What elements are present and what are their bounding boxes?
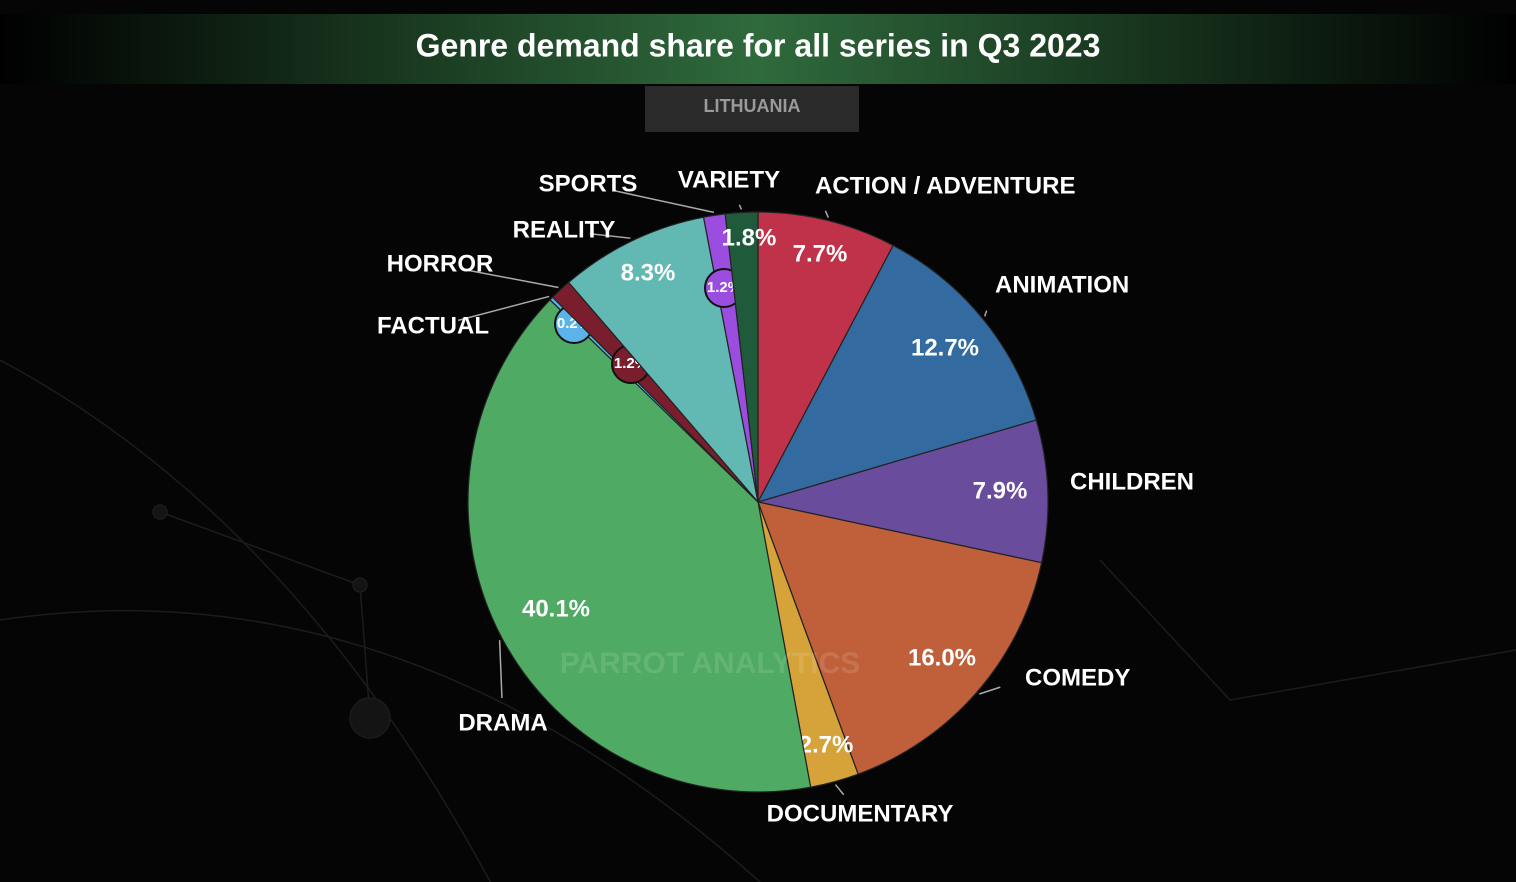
slice — [757, 501, 1043, 775]
category-label: DRAMA — [458, 709, 547, 736]
value-label: 7.9% — [973, 477, 1028, 504]
leader-line — [824, 210, 830, 218]
value-label: 12.7% — [911, 334, 979, 361]
leader-line — [983, 310, 988, 317]
value-label: 16.0% — [908, 644, 976, 671]
leader-line — [589, 233, 631, 239]
slice — [756, 244, 1037, 503]
leader-line — [613, 189, 715, 214]
leader-line — [457, 295, 550, 322]
slice — [757, 419, 1049, 564]
value-label: 40.1% — [522, 595, 590, 622]
category-label: ACTION / ADVENTURE — [815, 172, 1075, 199]
subtitle-box — [645, 86, 859, 132]
leader-line — [738, 204, 743, 210]
category-label: COMEDY — [1025, 664, 1130, 691]
category-label: REALITY — [513, 216, 616, 243]
category-label: HORROR — [387, 250, 494, 277]
category-label: FACTUAL — [377, 312, 489, 339]
leader-line — [465, 269, 559, 289]
watermark: PARROT ANALYTICS — [560, 647, 861, 680]
value-label: 2.7% — [799, 731, 854, 758]
category-label: ANIMATION — [995, 271, 1129, 298]
category-label: SPORTS — [539, 170, 638, 197]
category-label: VARIETY — [678, 166, 780, 193]
category-label: DOCUMENTARY — [767, 800, 954, 827]
slice — [724, 211, 759, 503]
value-label: 7.7% — [793, 240, 848, 267]
title-bar — [0, 14, 1516, 84]
slice — [467, 299, 812, 793]
leader-line — [834, 784, 845, 796]
value-label: 1.8% — [722, 224, 777, 251]
chart-title: Genre demand share for all series in Q3 … — [416, 27, 1101, 63]
value-label: 8.3% — [621, 259, 676, 286]
slice — [757, 211, 894, 503]
decor — [0, 359, 1516, 882]
pie: ACTION / ADVENTURE 7.7% ANIMATION 12.7% CHIL… — [377, 166, 1194, 827]
leader-line — [979, 686, 1001, 695]
category-label: CHILDREN — [1070, 468, 1194, 495]
subtitle: LITHUANIA — [704, 96, 801, 116]
leader-line — [498, 640, 503, 699]
